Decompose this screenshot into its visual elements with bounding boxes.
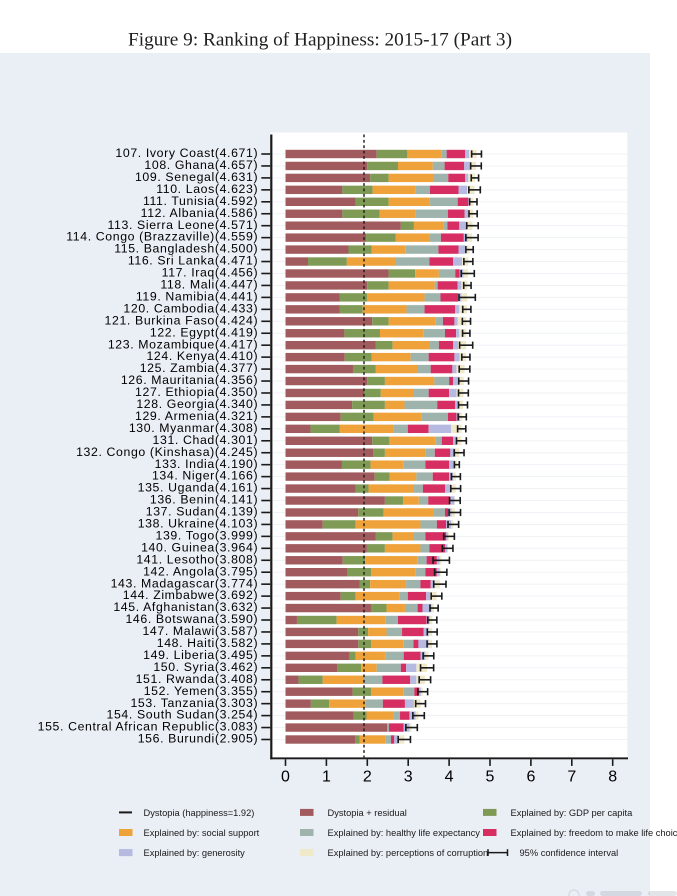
svg-text:132. Congo (Kinshasa)(4.245): 132. Congo (Kinshasa)(4.245) bbox=[76, 445, 258, 459]
svg-text:Figure 9: Ranking of Happiness: Figure 9: Ranking of Happiness: 2015-17 … bbox=[128, 29, 512, 50]
svg-text:145. Afghanistan(3.632): 145. Afghanistan(3.632) bbox=[113, 600, 258, 614]
svg-text:120. Cambodia(4.433): 120. Cambodia(4.433) bbox=[123, 301, 258, 315]
svg-text:122. Egypt(4.419): 122. Egypt(4.419) bbox=[150, 325, 258, 339]
svg-text:3: 3 bbox=[404, 768, 413, 785]
svg-text:Explained by: healthy life exp: Explained by: healthy life expectancy bbox=[328, 828, 481, 838]
svg-text:149. Liberia(3.495): 149. Liberia(3.495) bbox=[143, 648, 258, 662]
svg-text:150. Syria(3.462): 150. Syria(3.462) bbox=[153, 660, 258, 674]
svg-text:Explained by: social support: Explained by: social support bbox=[144, 828, 260, 838]
svg-text:126. Mauritania(4.356): 126. Mauritania(4.356) bbox=[121, 373, 258, 387]
svg-text:113. Sierra Leone(4.571): 113. Sierra Leone(4.571) bbox=[107, 218, 258, 232]
svg-text:125. Zambia(4.377): 125. Zambia(4.377) bbox=[140, 361, 258, 375]
svg-text:116. Sri Lanka(4.471): 116. Sri Lanka(4.471) bbox=[128, 254, 258, 268]
svg-text:138. Ukraine(4.103): 138. Ukraine(4.103) bbox=[138, 517, 258, 531]
svg-text:146. Botswana(3.590): 146. Botswana(3.590) bbox=[125, 612, 258, 626]
svg-text:114. Congo (Brazzaville)(4.559: 114. Congo (Brazzaville)(4.559) bbox=[66, 230, 258, 244]
svg-text:151. Rwanda(3.408): 151. Rwanda(3.408) bbox=[136, 672, 259, 686]
svg-text:Dystopia (happiness=1.92): Dystopia (happiness=1.92) bbox=[144, 808, 255, 818]
svg-text:153. Tanzania(3.303): 153. Tanzania(3.303) bbox=[130, 696, 258, 710]
svg-text:117. Iraq(4.456): 117. Iraq(4.456) bbox=[162, 266, 259, 280]
svg-text:8: 8 bbox=[608, 768, 617, 785]
svg-text:131. Chad(4.301): 131. Chad(4.301) bbox=[153, 433, 259, 447]
svg-text:123. Mozambique(4.417): 123. Mozambique(4.417) bbox=[108, 337, 258, 351]
svg-text:130. Myanmar(4.308): 130. Myanmar(4.308) bbox=[129, 421, 258, 435]
svg-text:152. Yemen(3.355): 152. Yemen(3.355) bbox=[144, 684, 258, 698]
svg-text:118. Mali(4.447): 118. Mali(4.447) bbox=[160, 278, 258, 292]
svg-text:1: 1 bbox=[322, 768, 331, 785]
svg-text:119. Namibia(4.441): 119. Namibia(4.441) bbox=[136, 289, 258, 303]
svg-text:141. Lesotho(3.808): 141. Lesotho(3.808) bbox=[136, 552, 258, 566]
svg-text:135. Uganda(4.161): 135. Uganda(4.161) bbox=[138, 481, 259, 495]
svg-text:137. Sudan(4.139): 137. Sudan(4.139) bbox=[146, 505, 258, 519]
svg-text:Explained by: perceptions of c: Explained by: perceptions of corruption bbox=[328, 848, 489, 858]
svg-text:143. Madagascar(3.774): 143. Madagascar(3.774) bbox=[111, 576, 259, 590]
svg-text:124. Kenya(4.410): 124. Kenya(4.410) bbox=[146, 349, 258, 363]
svg-text:112. Albania(4.586): 112. Albania(4.586) bbox=[141, 206, 259, 220]
svg-text:129. Armenia(4.321): 129. Armenia(4.321) bbox=[135, 409, 258, 423]
svg-text:7: 7 bbox=[567, 768, 576, 785]
svg-text:139. Togo(3.999): 139. Togo(3.999) bbox=[156, 528, 259, 542]
svg-text:111. Tunisia(4.592): 111. Tunisia(4.592) bbox=[143, 194, 258, 208]
svg-text:140. Guinea(3.964): 140. Guinea(3.964) bbox=[141, 540, 258, 554]
svg-text:155. Central African Republic(: 155. Central African Republic(3.083) bbox=[38, 720, 259, 734]
svg-text:144. Zimbabwe(3.692): 144. Zimbabwe(3.692) bbox=[123, 588, 258, 602]
svg-text:Explained by: freedom to make: Explained by: freedom to make life choic… bbox=[511, 828, 677, 838]
svg-text:Explained by: GDP per capita: Explained by: GDP per capita bbox=[511, 808, 634, 818]
svg-text:128. Georgia(4.340): 128. Georgia(4.340) bbox=[136, 397, 258, 411]
svg-text:121. Burkina Faso(4.424): 121. Burkina Faso(4.424) bbox=[105, 313, 259, 327]
svg-text:156. Burundi(2.905): 156. Burundi(2.905) bbox=[138, 732, 258, 746]
svg-text:147. Malawi(3.587): 147. Malawi(3.587) bbox=[142, 624, 258, 638]
svg-text:133. India(4.190): 133. India(4.190) bbox=[155, 457, 259, 471]
svg-text:148. Haiti(3.582): 148. Haiti(3.582) bbox=[157, 636, 258, 650]
svg-text:115. Bangladesh(4.500): 115. Bangladesh(4.500) bbox=[114, 242, 258, 256]
svg-text:127. Ethiopia(4.350): 127. Ethiopia(4.350) bbox=[135, 385, 258, 399]
svg-text:107. Ivory Coast(4.671): 107. Ivory Coast(4.671) bbox=[115, 146, 258, 160]
svg-text:Dystopia + residual: Dystopia + residual bbox=[328, 808, 407, 818]
svg-text:134. Niger(4.166): 134. Niger(4.166) bbox=[152, 469, 258, 483]
svg-text:0: 0 bbox=[281, 768, 290, 785]
svg-text:4: 4 bbox=[445, 768, 454, 785]
svg-text:Explained by: generosity: Explained by: generosity bbox=[144, 848, 246, 858]
svg-text:136. Benin(4.141): 136. Benin(4.141) bbox=[150, 493, 258, 507]
svg-text:6: 6 bbox=[526, 768, 535, 785]
svg-text:109. Senegal(4.631): 109. Senegal(4.631) bbox=[135, 170, 258, 184]
svg-text:142. Angola(3.795): 142. Angola(3.795) bbox=[143, 564, 258, 578]
svg-text:2: 2 bbox=[363, 768, 372, 785]
svg-text:5: 5 bbox=[486, 768, 495, 785]
svg-text:154. South Sudan(3.254): 154. South Sudan(3.254) bbox=[107, 708, 259, 722]
svg-text:108. Ghana(4.657): 108. Ghana(4.657) bbox=[144, 158, 258, 172]
svg-text:95% confidence interval: 95% confidence interval bbox=[520, 848, 619, 858]
svg-text:110. Laos(4.623): 110. Laos(4.623) bbox=[156, 182, 258, 196]
